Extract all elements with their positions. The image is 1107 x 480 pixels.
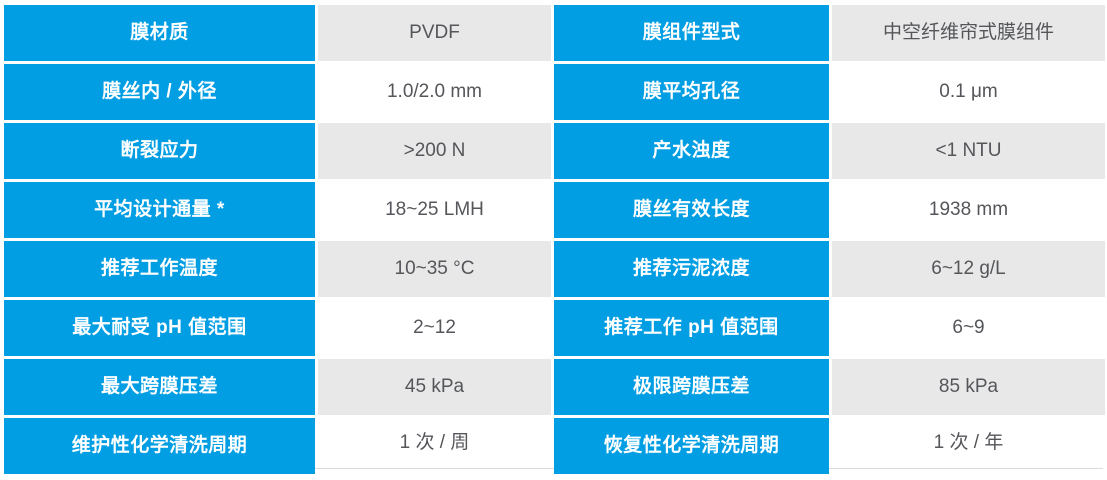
spec-value-cell: 6~12 g/L bbox=[832, 241, 1105, 297]
membrane-spec-table: 膜材质 PVDF 膜组件型式 中空纤维帘式膜组件 膜丝内 / 外径 1.0/2.0 mm 膜… bbox=[4, 5, 1105, 474]
spec-value-cell: 中空纤维帘式膜组件 bbox=[832, 5, 1105, 61]
spec-label-cell: 推荐工作温度 bbox=[4, 241, 315, 297]
spec-label-cell: 产水浊度 bbox=[554, 123, 829, 179]
spec-value-cell: 1.0/2.0 mm bbox=[318, 64, 551, 120]
spec-label-cell: 维护性化学清洗周期 bbox=[4, 418, 315, 474]
bottom-divider-line bbox=[4, 468, 1103, 469]
spec-label-cell: 断裂应力 bbox=[4, 123, 315, 179]
spec-value-cell: 18~25 LMH bbox=[318, 182, 551, 238]
spec-label-cell: 最大耐受 pH 值范围 bbox=[4, 300, 315, 356]
spec-label-cell: 极限跨膜压差 bbox=[554, 359, 829, 415]
spec-value-cell: 1 次 / 周 bbox=[318, 418, 551, 468]
spec-value-cell: 45 kPa bbox=[318, 359, 551, 415]
spec-label-cell: 膜丝内 / 外径 bbox=[4, 64, 315, 120]
spec-label-cell: 推荐工作 pH 值范围 bbox=[554, 300, 829, 356]
spec-value-cell: 6~9 bbox=[832, 300, 1105, 356]
spec-value-cell: 10~35 °C bbox=[318, 241, 551, 297]
spec-value-cell: 85 kPa bbox=[832, 359, 1105, 415]
spec-value-cell: 1938 mm bbox=[832, 182, 1105, 238]
spec-label-cell: 膜丝有效长度 bbox=[554, 182, 829, 238]
spec-label-cell: 平均设计通量 * bbox=[4, 182, 315, 238]
spec-label-cell: 最大跨膜压差 bbox=[4, 359, 315, 415]
spec-value-cell: PVDF bbox=[318, 5, 551, 61]
spec-label-cell: 膜平均孔径 bbox=[554, 64, 829, 120]
spec-label-cell: 恢复性化学清洗周期 bbox=[554, 418, 829, 474]
spec-value-cell: 0.1 μm bbox=[832, 64, 1105, 120]
spec-value-cell: >200 N bbox=[318, 123, 551, 179]
spec-value-cell: <1 NTU bbox=[832, 123, 1105, 179]
spec-value-cell: 2~12 bbox=[318, 300, 551, 356]
spec-label-cell: 推荐污泥浓度 bbox=[554, 241, 829, 297]
spec-label-cell: 膜材质 bbox=[4, 5, 315, 61]
spec-label-cell: 膜组件型式 bbox=[554, 5, 829, 61]
spec-value-cell: 1 次 / 年 bbox=[832, 418, 1105, 468]
